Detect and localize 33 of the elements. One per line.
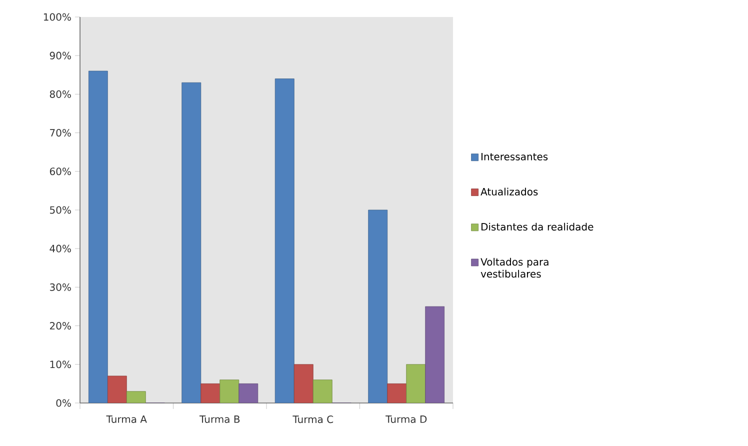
y-tick-label: 60% — [50, 168, 71, 176]
legend-label: Distantes da realidade — [482, 222, 594, 231]
bar — [182, 82, 202, 403]
y-tick-label: 50% — [50, 206, 71, 214]
y-tick-label: 10% — [50, 360, 71, 368]
y-tick-label: 90% — [50, 52, 71, 60]
bar — [274, 78, 294, 403]
bar — [200, 383, 220, 403]
bar — [126, 391, 146, 403]
x-tick-label: Turma B — [199, 416, 240, 423]
legend-label: Voltados para vestibulares — [480, 258, 548, 278]
x-tick-label: Turma A — [106, 416, 147, 423]
y-tick-label: 80% — [50, 90, 71, 98]
x-tick-label: Turma C — [292, 416, 334, 424]
bar — [312, 380, 332, 403]
bar — [387, 383, 407, 403]
bar — [368, 210, 388, 403]
bar — [294, 364, 314, 403]
legend-label: Interessantes — [482, 152, 548, 160]
y-tick-label: 0% — [56, 399, 71, 407]
y-tick-label: 40% — [50, 244, 71, 252]
bar — [220, 380, 240, 403]
y-tick-label: 70% — [50, 128, 71, 137]
x-tick-label: Turma D — [386, 416, 427, 423]
bar — [107, 376, 127, 403]
bar — [425, 306, 445, 403]
y-tick-label: 100% — [44, 13, 71, 21]
y-tick-label: 30% — [50, 283, 71, 291]
y-tick-label: 20% — [50, 322, 71, 330]
bar — [88, 70, 108, 403]
bar — [238, 383, 258, 403]
legend-label: Atualizados — [480, 188, 538, 196]
bar — [406, 364, 426, 403]
